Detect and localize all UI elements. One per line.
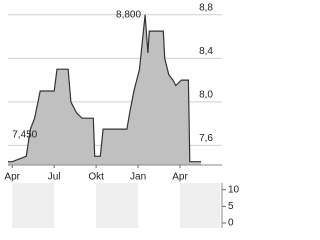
price-line: [8, 14, 201, 163]
y-tick-label: 5: [228, 201, 234, 212]
low-label: 7,450: [12, 129, 37, 140]
x-tick-label: Apr: [172, 172, 188, 183]
volume-band: [180, 183, 220, 228]
x-tick-label: Jan: [130, 172, 146, 183]
high-label: 8,800: [116, 9, 141, 20]
volume-band: [96, 183, 139, 228]
chart: 7,6 8,0 8,4 8,8 Apr Jul Okt Jan Apr 8,800 7,450 10 5…: [4, 2, 240, 229]
y-tick-label: 10: [228, 184, 240, 195]
x-tick-label: Apr: [4, 172, 20, 183]
y-tick-label: 8,8: [199, 2, 213, 13]
x-tick-label: Jul: [48, 172, 61, 183]
y-tick-label: 7,6: [199, 133, 213, 144]
y-tick-label: 0: [228, 218, 234, 229]
volume-band: [12, 183, 55, 228]
price-area: [8, 14, 201, 165]
x-tick-label: Okt: [88, 172, 104, 183]
y-tick-label: 8,4: [199, 46, 213, 57]
y-tick-label: 8,0: [199, 90, 213, 101]
